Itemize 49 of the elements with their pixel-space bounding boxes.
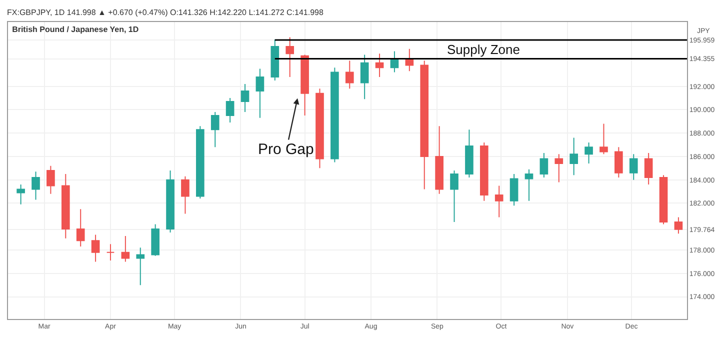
- candlestick: [240, 83, 250, 113]
- candlestick: [316, 88, 324, 169]
- candlestick: [210, 112, 220, 148]
- candlestick: [644, 152, 653, 186]
- candlestick: [256, 68, 264, 118]
- candlestick: [480, 142, 488, 202]
- candlestick: [629, 154, 638, 180]
- candlestick: [181, 176, 190, 214]
- candlestick: [196, 126, 204, 200]
- candlestick: [674, 216, 683, 234]
- candlestick: [600, 123, 608, 155]
- candlestick: [570, 137, 578, 176]
- candlestick: [360, 54, 369, 100]
- candlestick: [584, 142, 593, 164]
- candlestick: [345, 60, 354, 90]
- candlestick: [61, 174, 70, 239]
- candlestick: [270, 39, 280, 81]
- candlestick: [510, 174, 518, 206]
- annotation: Supply Zone: [447, 42, 520, 57]
- candlestick: [554, 154, 564, 183]
- candlestick: [540, 152, 548, 178]
- candlestick: [465, 129, 474, 178]
- candlestick: [375, 53, 384, 78]
- chart-title: British Pound / Japanese Yen, 1D: [12, 25, 139, 34]
- candlestick: [659, 174, 668, 225]
- candlestick: [494, 185, 504, 218]
- candlestick: [46, 165, 55, 194]
- candlestick: [286, 36, 294, 78]
- candlestick: [300, 54, 309, 116]
- candlestick: [106, 244, 115, 262]
- candlestick: [450, 170, 458, 222]
- candlestick: [136, 247, 145, 286]
- candlestick: [16, 184, 25, 205]
- candlestick: [121, 235, 130, 262]
- chart-subtitle: FX:GBPJPY, 1D 141.998 ▲ +0.670 (+0.47%) O:141.326 H:142.220 L:141.272 C:141.998: [7, 8, 324, 17]
- candlestick: [420, 60, 429, 190]
- candlestick: [614, 146, 623, 178]
- candlestick: [330, 67, 339, 163]
- candlestick: [151, 224, 160, 256]
- candlestick: [226, 98, 234, 124]
- candlestick: [32, 171, 40, 200]
- candlestick: [76, 208, 85, 247]
- annotation: Pro Gap: [258, 141, 314, 158]
- candlestick: [166, 170, 174, 233]
- candlestick: [390, 50, 399, 73]
- candlestick: [91, 234, 100, 262]
- candlestick: [405, 48, 414, 72]
- candlestick: [524, 168, 534, 202]
- candlestick: [435, 126, 444, 194]
